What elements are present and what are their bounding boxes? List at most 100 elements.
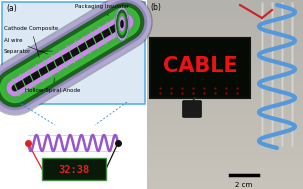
Bar	[147, 105, 303, 106]
Bar	[147, 145, 303, 146]
Bar	[147, 75, 303, 77]
Bar	[147, 32, 303, 33]
Ellipse shape	[121, 20, 124, 28]
Bar	[147, 84, 303, 85]
Bar	[147, 57, 303, 59]
Bar	[147, 136, 303, 138]
Text: (b): (b)	[150, 3, 161, 12]
Bar	[147, 123, 303, 125]
Bar	[147, 133, 303, 135]
Bar	[147, 2, 303, 4]
Bar	[147, 68, 303, 70]
Bar	[147, 98, 303, 99]
Bar	[147, 90, 303, 91]
Bar	[147, 108, 303, 109]
Bar	[147, 40, 303, 42]
Bar	[147, 184, 303, 185]
Bar	[147, 153, 303, 154]
Bar	[147, 13, 303, 15]
Bar	[147, 29, 303, 30]
Bar	[147, 149, 303, 150]
Bar	[147, 26, 303, 28]
Bar	[147, 74, 303, 75]
Text: CABLE: CABLE	[163, 56, 237, 76]
Bar	[147, 15, 303, 16]
Bar	[147, 56, 303, 57]
Bar	[147, 154, 303, 156]
Bar	[147, 20, 303, 22]
Bar	[147, 95, 303, 97]
Text: (a): (a)	[6, 4, 17, 13]
Bar	[147, 143, 303, 145]
Bar	[147, 63, 303, 64]
Bar	[147, 33, 303, 35]
Bar	[147, 102, 303, 104]
Bar	[147, 43, 303, 44]
Bar	[147, 122, 303, 123]
Bar	[147, 150, 303, 152]
Bar	[147, 73, 303, 74]
Bar	[147, 4, 303, 5]
Bar	[147, 92, 303, 94]
Bar	[147, 142, 303, 143]
Bar	[147, 0, 303, 1]
Bar	[147, 8, 303, 9]
Bar	[147, 135, 303, 136]
Text: 2 cm: 2 cm	[235, 182, 253, 188]
Bar	[147, 46, 303, 47]
Bar	[147, 42, 303, 43]
Bar	[147, 170, 303, 171]
Bar	[147, 64, 303, 66]
Bar	[147, 177, 303, 178]
Bar	[147, 61, 303, 63]
FancyBboxPatch shape	[42, 158, 106, 180]
Bar	[147, 174, 303, 176]
FancyBboxPatch shape	[182, 101, 201, 118]
Bar	[147, 44, 303, 46]
Bar	[147, 187, 303, 188]
Bar	[147, 109, 303, 111]
Bar	[147, 104, 303, 105]
Bar	[147, 78, 303, 80]
Bar	[147, 1, 303, 2]
Bar	[147, 36, 303, 37]
Bar	[147, 19, 303, 20]
Bar	[147, 112, 303, 114]
Bar	[147, 6, 303, 8]
Bar	[147, 47, 303, 49]
Bar	[147, 97, 303, 98]
Bar	[147, 115, 303, 116]
Bar	[147, 99, 303, 101]
Bar	[147, 39, 303, 40]
Bar	[147, 161, 303, 163]
Bar	[147, 18, 303, 19]
Bar	[147, 157, 303, 159]
Bar	[147, 118, 303, 119]
Bar	[147, 114, 303, 115]
Bar	[147, 146, 303, 147]
Bar	[147, 119, 303, 121]
Bar	[147, 152, 303, 153]
Bar	[147, 71, 303, 73]
Bar	[147, 28, 303, 29]
Text: Packaging Insulator: Packaging Insulator	[75, 4, 129, 16]
Text: Al wire: Al wire	[4, 38, 47, 54]
Text: Cathode Composite: Cathode Composite	[4, 26, 58, 57]
Bar	[147, 30, 303, 32]
Bar	[147, 22, 303, 23]
Bar	[147, 12, 303, 13]
Bar	[147, 60, 303, 61]
Bar	[147, 180, 303, 181]
Ellipse shape	[118, 13, 126, 35]
Ellipse shape	[119, 16, 125, 32]
Bar	[147, 128, 303, 129]
Text: Separator: Separator	[4, 49, 52, 54]
Bar	[147, 159, 303, 160]
Bar	[147, 160, 303, 161]
Bar	[147, 116, 303, 118]
Bar	[147, 11, 303, 12]
Bar	[147, 23, 303, 25]
Bar	[147, 147, 303, 149]
Bar	[147, 130, 303, 132]
Bar	[147, 94, 303, 95]
